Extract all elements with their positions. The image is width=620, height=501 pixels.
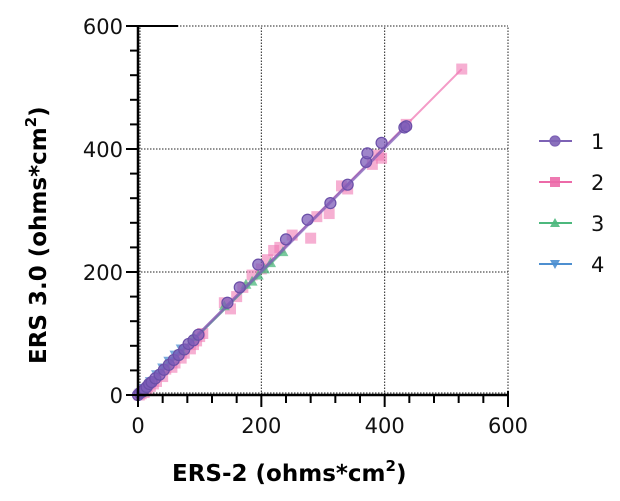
data-point xyxy=(323,208,335,220)
square-marker-icon xyxy=(550,177,560,187)
legend-item-2: 2 xyxy=(539,171,604,195)
data-point xyxy=(246,269,258,281)
triangle-down-marker-icon xyxy=(550,260,560,269)
data-point xyxy=(286,229,298,241)
data-point xyxy=(361,147,374,160)
y-tick-label: 0 xyxy=(110,384,123,408)
data-point xyxy=(400,120,413,133)
legend-item-3: 3 xyxy=(539,212,604,236)
legend-label: 2 xyxy=(591,171,604,195)
data-point xyxy=(221,296,234,309)
data-point xyxy=(233,281,246,294)
data-point xyxy=(274,241,286,253)
data-point xyxy=(376,152,388,164)
data-series xyxy=(131,63,468,402)
tick-labels: 0 200 400 600 0 200 400 600 xyxy=(83,15,528,438)
legend-item-4: 4 xyxy=(539,253,604,277)
grid-lines xyxy=(138,25,509,395)
data-point xyxy=(336,180,347,192)
data-point xyxy=(192,328,205,341)
x-tick-label: 600 xyxy=(488,414,528,438)
x-tick-label: 0 xyxy=(131,414,144,438)
data-point xyxy=(262,254,273,266)
data-point xyxy=(268,244,280,256)
series-1 xyxy=(131,120,413,402)
legend-item-1: 1 xyxy=(539,130,604,154)
x-axis-title: ERS-2 (ohms*cm2) xyxy=(172,457,406,487)
y-axis-title: ERS 3.0 (ohms*cm2) xyxy=(22,106,52,364)
y-tick-label: 200 xyxy=(83,261,123,285)
legend-label: 1 xyxy=(591,130,604,154)
data-point xyxy=(301,213,314,226)
data-point xyxy=(375,136,388,149)
data-point xyxy=(252,258,265,271)
legend: 1 2 3 4 xyxy=(539,130,604,277)
data-point xyxy=(324,197,337,210)
triangle-up-marker-icon xyxy=(550,218,560,227)
data-point xyxy=(279,233,293,246)
y-tick-label: 400 xyxy=(83,138,123,162)
y-tick-label: 600 xyxy=(83,15,123,39)
x-tick-label: 400 xyxy=(365,414,405,438)
data-point xyxy=(305,232,317,244)
data-point xyxy=(456,63,468,75)
legend-label: 4 xyxy=(591,253,604,277)
data-point xyxy=(366,158,378,170)
x-tick-label: 200 xyxy=(241,414,281,438)
data-point xyxy=(225,303,236,315)
axes xyxy=(126,25,509,407)
data-point xyxy=(341,178,354,191)
circle-marker-icon xyxy=(549,135,561,147)
legend-label: 3 xyxy=(591,212,604,236)
